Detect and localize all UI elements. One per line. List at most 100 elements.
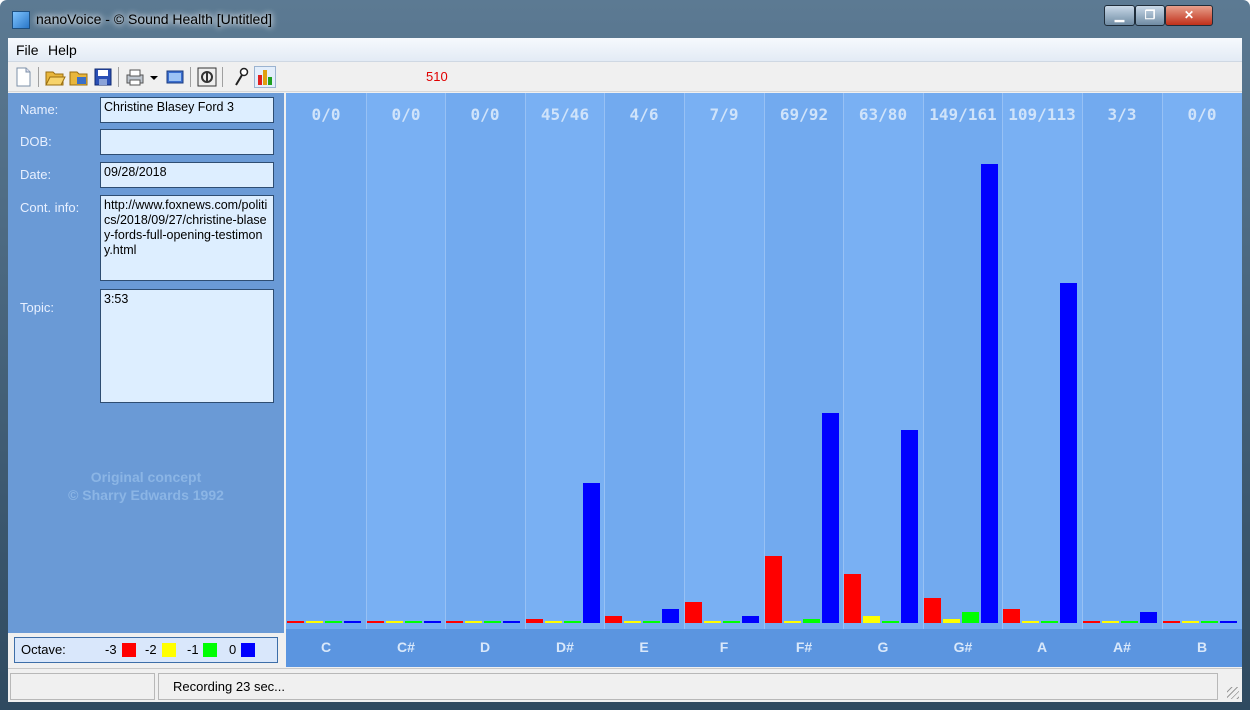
column-separator bbox=[1082, 93, 1083, 667]
octave-bar bbox=[564, 621, 581, 623]
octave-bar bbox=[803, 619, 820, 623]
window-title: nanoVoice - © Sound Health [Untitled] bbox=[36, 11, 273, 27]
octave-item-label: -2 bbox=[145, 642, 157, 657]
note-column-band bbox=[1162, 93, 1242, 667]
column-count-label: 45/46 bbox=[540, 105, 590, 124]
date-label: Date: bbox=[20, 167, 52, 182]
octave-bar bbox=[1201, 621, 1218, 623]
date-field[interactable]: 09/28/2018 bbox=[100, 162, 274, 188]
note-label: D bbox=[479, 639, 491, 655]
minimize-button[interactable]: ▁ bbox=[1104, 5, 1135, 26]
record-settings-icon[interactable] bbox=[196, 66, 218, 88]
note-column-band bbox=[684, 93, 764, 667]
column-separator bbox=[525, 93, 526, 667]
octave-item-label: -1 bbox=[187, 642, 199, 657]
note-label: B bbox=[1196, 639, 1208, 655]
octave-bar bbox=[287, 621, 304, 623]
resize-grip-icon[interactable] bbox=[1227, 687, 1239, 699]
note-column-band bbox=[286, 93, 366, 667]
note-label: F# bbox=[795, 639, 813, 655]
octave-bar bbox=[583, 483, 600, 623]
toolbar-separator bbox=[38, 67, 39, 87]
octave-bar bbox=[545, 621, 562, 623]
octave-bar bbox=[344, 621, 361, 623]
menu-file[interactable]: File bbox=[16, 42, 39, 58]
octave-bar bbox=[526, 619, 543, 623]
note-label: C bbox=[320, 639, 332, 655]
octave-bar bbox=[1022, 621, 1039, 623]
topic-label: Topic: bbox=[20, 300, 54, 315]
note-column-band bbox=[1082, 93, 1162, 667]
octave-bar bbox=[784, 621, 801, 623]
note-label: E bbox=[639, 639, 649, 655]
octave-bar bbox=[1102, 621, 1119, 623]
menu-help[interactable]: Help bbox=[48, 42, 77, 58]
open-icon[interactable] bbox=[44, 66, 66, 88]
dob-field[interactable] bbox=[100, 129, 274, 155]
topic-field[interactable]: 3:53 bbox=[100, 289, 274, 403]
column-count-label: 7/9 bbox=[709, 105, 739, 124]
octave-bar bbox=[662, 609, 679, 623]
microphone-icon[interactable] bbox=[230, 66, 252, 88]
column-count-label: 3/3 bbox=[1107, 105, 1137, 124]
status-pane-left bbox=[10, 673, 155, 700]
menu-bar: File Help bbox=[8, 38, 1242, 62]
watermark-line2: © Sharry Edwards 1992 bbox=[68, 487, 224, 503]
octave-bar bbox=[605, 616, 622, 623]
octave-bar bbox=[1041, 621, 1058, 623]
note-column-band bbox=[366, 93, 446, 667]
dob-label: DOB: bbox=[20, 134, 52, 149]
note-frequency-chart: 0/0 0/0 0/0 45/46 4/6 7/9 69/92 63/80 149/161 109… bbox=[286, 93, 1242, 667]
octave-bar bbox=[1121, 621, 1138, 623]
note-label: G bbox=[877, 639, 889, 655]
octave-item-label: -3 bbox=[105, 642, 117, 657]
column-separator bbox=[445, 93, 446, 667]
note-label: A# bbox=[1113, 639, 1131, 655]
column-count-label: 69/92 bbox=[779, 105, 829, 124]
octave-bar bbox=[446, 621, 463, 623]
note-label: A bbox=[1036, 639, 1048, 655]
octave-bar bbox=[742, 616, 759, 623]
note-label: F bbox=[719, 639, 729, 655]
print-dropdown-icon[interactable] bbox=[148, 66, 160, 88]
column-separator bbox=[1002, 93, 1003, 667]
octave-bar bbox=[1060, 283, 1077, 623]
column-count-label: 63/80 bbox=[858, 105, 908, 124]
display-icon[interactable] bbox=[164, 66, 186, 88]
octave-bar bbox=[643, 621, 660, 623]
octave-swatch-red bbox=[122, 643, 136, 657]
save-icon[interactable] bbox=[92, 66, 114, 88]
octave-bar bbox=[624, 621, 641, 623]
octave-bar bbox=[386, 621, 403, 623]
octave-bar bbox=[1003, 609, 1020, 623]
column-separator bbox=[923, 93, 924, 667]
column-separator bbox=[1162, 93, 1163, 667]
octave-swatch-green bbox=[203, 643, 217, 657]
open-folder-icon[interactable] bbox=[68, 66, 90, 88]
column-separator bbox=[843, 93, 844, 667]
new-icon[interactable] bbox=[12, 66, 34, 88]
octave-bar bbox=[863, 616, 880, 623]
octave-bar bbox=[943, 619, 960, 623]
note-label-strip bbox=[286, 629, 1242, 667]
print-icon[interactable] bbox=[124, 66, 146, 88]
contact-info-field[interactable]: http://www.foxnews.com/politics/2018/09/… bbox=[100, 195, 274, 281]
toolbar-separator bbox=[190, 67, 191, 87]
name-field[interactable]: Christine Blasey Ford 3 bbox=[100, 97, 274, 123]
column-count-label: 0/0 bbox=[311, 105, 341, 124]
maximize-button[interactable]: ❐ bbox=[1135, 5, 1165, 26]
column-separator bbox=[764, 93, 765, 667]
column-count-label: 0/0 bbox=[1187, 105, 1217, 124]
octave-bar bbox=[306, 621, 323, 623]
octave-bar bbox=[1163, 621, 1180, 623]
octave-bar bbox=[1083, 621, 1100, 623]
chart-icon[interactable] bbox=[254, 66, 276, 88]
close-button[interactable]: ✕ bbox=[1165, 5, 1213, 26]
octave-bar bbox=[424, 621, 441, 623]
note-label: D# bbox=[556, 639, 574, 655]
name-label: Name: bbox=[20, 102, 59, 117]
octave-item-label: 0 bbox=[229, 642, 237, 657]
octave-bar bbox=[1140, 612, 1157, 623]
column-separator bbox=[684, 93, 685, 667]
